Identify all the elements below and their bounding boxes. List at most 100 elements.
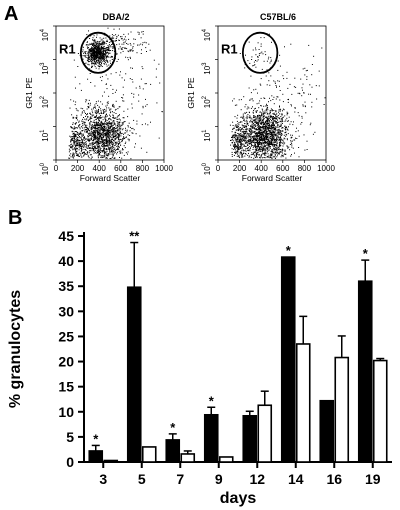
facs-event	[105, 105, 107, 107]
facs-event	[277, 96, 279, 98]
facs-event	[302, 104, 304, 106]
facs-event	[142, 107, 144, 109]
facs-event	[74, 123, 76, 125]
facs-event	[121, 139, 123, 141]
facs-event	[238, 141, 240, 143]
facs-x-tick-label: 0	[216, 164, 221, 173]
facs-event	[276, 136, 278, 138]
facs-event	[113, 123, 115, 124]
facs-event	[278, 117, 280, 119]
facs-event	[78, 125, 80, 126]
facs-event	[112, 129, 114, 131]
facs-event	[95, 51, 97, 53]
facs-event	[279, 106, 280, 108]
facs-event	[100, 65, 102, 67]
facs-event	[85, 129, 87, 131]
facs-event	[98, 153, 100, 155]
facs-event	[263, 130, 264, 132]
facs-event	[109, 45, 111, 47]
facs-event	[111, 34, 113, 36]
facs-event	[263, 128, 265, 130]
facs-event	[103, 143, 104, 144]
facs-event	[118, 136, 120, 138]
facs-event	[272, 116, 274, 118]
facs-event	[231, 155, 233, 157]
facs-event	[236, 147, 238, 149]
facs-event	[80, 150, 82, 152]
y-tick-label: 5	[66, 429, 74, 445]
facs-event	[272, 127, 273, 129]
facs-event	[112, 46, 114, 48]
facs-event	[103, 122, 105, 124]
facs-event	[272, 125, 274, 127]
facs-event	[129, 135, 131, 136]
facs-event	[83, 55, 85, 57]
facs-event	[85, 44, 87, 46]
facs-event	[118, 142, 120, 144]
facs-event	[100, 52, 102, 54]
facs-event	[119, 146, 120, 148]
facs-event	[275, 110, 277, 112]
facs-event	[74, 142, 76, 144]
facs-event	[271, 133, 273, 135]
facs-event	[231, 142, 233, 144]
facs-event	[100, 152, 102, 153]
facs-event	[87, 63, 89, 65]
facs-event	[83, 142, 85, 144]
facs-event	[98, 140, 100, 142]
facs-event	[73, 153, 75, 155]
facs-event	[273, 133, 275, 135]
facs-event	[98, 53, 100, 54]
facs-event	[113, 121, 115, 123]
facs-event	[111, 149, 113, 151]
facs-event	[284, 128, 286, 130]
facs-event	[271, 144, 273, 145]
facs-event	[103, 41, 105, 43]
facs-event	[78, 155, 80, 157]
facs-event	[106, 113, 107, 115]
facs-event	[96, 58, 98, 60]
facs-event	[109, 138, 111, 140]
facs-event	[99, 130, 101, 132]
facs-event	[73, 136, 75, 138]
facs-event	[100, 120, 102, 122]
facs-event	[101, 124, 103, 126]
facs-event	[265, 137, 267, 139]
facs-event	[101, 38, 103, 40]
facs-event	[71, 127, 73, 129]
facs-event	[83, 144, 85, 146]
facs-event	[113, 145, 115, 147]
facs-event	[115, 113, 117, 114]
facs-event	[248, 140, 250, 142]
facs-event	[89, 38, 91, 39]
facs-event	[130, 158, 132, 160]
facs-event	[104, 60, 106, 62]
x-tick-label: 16	[326, 471, 342, 487]
facs-event	[245, 130, 247, 132]
facs-event	[94, 62, 96, 64]
facs-event	[309, 124, 311, 126]
facs-event	[93, 59, 95, 61]
facs-event	[85, 126, 87, 128]
facs-event	[98, 145, 100, 147]
facs-event	[81, 130, 83, 131]
facs-event	[113, 136, 115, 138]
facs-event	[98, 56, 100, 58]
facs-event	[261, 142, 263, 144]
facs-event	[257, 129, 258, 131]
facs-event	[91, 49, 93, 51]
facs-event	[282, 116, 284, 118]
facs-event	[276, 126, 278, 128]
facs-event	[99, 41, 101, 42]
facs-event	[272, 150, 274, 152]
facs-event	[268, 117, 270, 119]
facs-event	[257, 123, 259, 125]
facs-event	[248, 149, 250, 151]
facs-event	[136, 123, 138, 125]
facs-event	[241, 134, 243, 136]
facs-event	[156, 102, 158, 104]
facs-event	[97, 147, 99, 149]
facs-event	[264, 148, 266, 150]
facs-event	[255, 141, 257, 143]
facs-event	[106, 150, 108, 152]
